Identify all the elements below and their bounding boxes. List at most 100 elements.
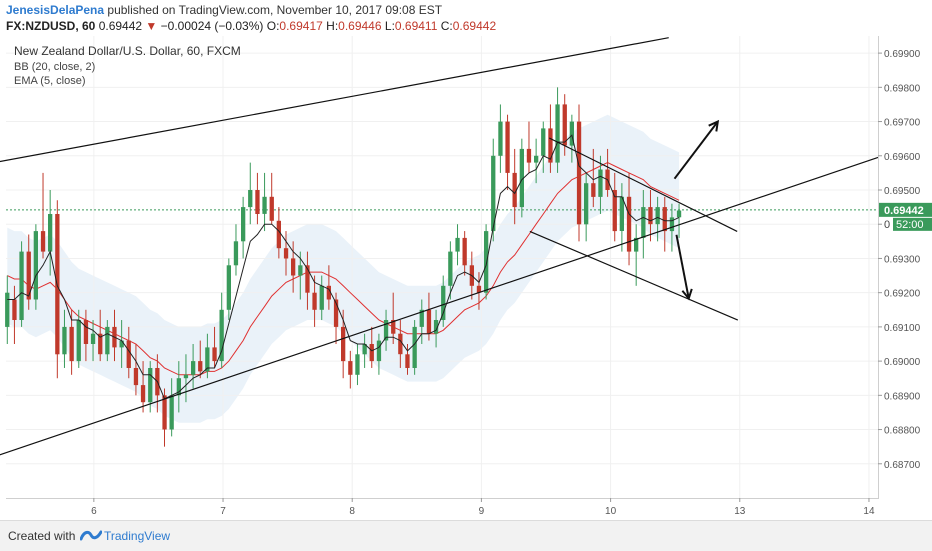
candle [312, 275, 317, 327]
candle [398, 320, 403, 368]
candle [12, 285, 17, 344]
candle-body [133, 368, 139, 386]
candle-body [148, 368, 153, 403]
candle [433, 309, 439, 348]
price-tick-label: 0.69000 [884, 357, 921, 368]
time-tick-label: 7 [220, 506, 226, 517]
candle [405, 344, 410, 375]
candle-body [291, 258, 296, 276]
candle-body [355, 354, 360, 375]
candle-body [555, 104, 560, 163]
candle-body [140, 385, 146, 403]
author-link[interactable]: JenesisDelaPena [6, 3, 105, 17]
candle-body [98, 333, 103, 355]
high-value: 0.69446 [338, 19, 382, 33]
price-axis[interactable]: 0.68700 0.68800 0.68900 0.69000 0.69100 0.692… [878, 49, 921, 471]
candle [305, 251, 310, 310]
candle-body [12, 299, 17, 320]
lower-wedge-line[interactable] [529, 230, 739, 321]
candle-body [662, 207, 667, 232]
time-tick-label: 10 [605, 506, 617, 517]
candle [619, 183, 624, 252]
candle-body [5, 292, 10, 327]
candle-body [383, 320, 389, 341]
candle [455, 224, 460, 266]
candle-body [262, 196, 267, 214]
candle [283, 231, 289, 276]
ema-line [7, 134, 680, 400]
bollinger-band-area [7, 114, 680, 423]
candle-body [455, 237, 460, 252]
candle-body [476, 285, 482, 293]
candle-body [69, 326, 74, 362]
candle-body [462, 237, 467, 266]
legend-bb: BB (20, close, 2) [14, 61, 95, 73]
candle [426, 292, 432, 341]
candle-body [655, 207, 660, 225]
candle [369, 326, 374, 368]
candle [355, 344, 360, 386]
tradingview-logo-icon [80, 530, 102, 541]
candle-body [441, 285, 446, 320]
candle [484, 224, 489, 300]
candle-body [626, 196, 632, 252]
candle-body [83, 320, 89, 344]
candle [569, 114, 574, 163]
candle-body [298, 265, 303, 276]
candle-body [526, 148, 532, 163]
last-price: 0.69442 [98, 19, 143, 33]
candle-body [62, 326, 67, 355]
candle [233, 224, 239, 276]
candle-body [433, 320, 439, 334]
candle [391, 292, 396, 344]
price-change: −0.00024 (−0.03%) [160, 19, 264, 33]
price-tick-label: 0.68700 [884, 460, 921, 471]
low-label: L: [384, 19, 395, 33]
candle-body [405, 354, 410, 368]
lower-channel-line[interactable] [0, 156, 879, 457]
candle [183, 354, 189, 403]
candle [269, 172, 274, 225]
candle-body [276, 220, 281, 249]
candle [69, 309, 74, 375]
price-badge-box [879, 202, 932, 217]
price-tick-label: 0.69300 [884, 254, 921, 265]
candle [648, 190, 653, 242]
candle [555, 87, 560, 173]
candle-body [212, 347, 217, 362]
candle-body [169, 395, 174, 430]
upper-channel-line[interactable] [0, 37, 669, 164]
candle-body [391, 320, 396, 334]
created-with-text: Created with [8, 529, 76, 543]
candle-body [562, 104, 567, 146]
candle [462, 231, 467, 276]
candles [5, 87, 682, 447]
high-label: H: [326, 19, 339, 33]
legend-ema: EMA (5, close) [14, 75, 86, 87]
price-scale-border [878, 36, 879, 498]
arrow-up[interactable] [673, 119, 720, 180]
candle [362, 333, 367, 368]
price-tick-label: 0.69700 [884, 118, 921, 129]
candle [226, 258, 231, 321]
candle-body [241, 207, 246, 242]
time-axis[interactable]: 6 7 8 9 10 13 14 [91, 498, 875, 517]
price-tick-label: 0.69900 [884, 49, 921, 60]
candle [576, 104, 582, 242]
candle-body [319, 285, 324, 310]
price-tick-label: 0.68900 [884, 391, 921, 402]
candle-body [48, 214, 53, 252]
candle-body [226, 265, 231, 310]
candle [119, 320, 124, 368]
tradingview-brand[interactable]: TradingView [104, 529, 171, 543]
upper-wedge-line[interactable] [548, 137, 738, 232]
price-badge: 0.69442 0 52:00 [879, 202, 932, 231]
candle-body [198, 361, 203, 372]
arrow-down[interactable] [675, 234, 693, 301]
candle [133, 344, 139, 396]
candle [248, 162, 253, 225]
candle [419, 299, 424, 344]
candle-body [255, 190, 260, 214]
candle [276, 207, 281, 259]
price-chart[interactable]: 0.68700 0.68800 0.68900 0.69000 0.69100 0.692… [0, 36, 932, 520]
